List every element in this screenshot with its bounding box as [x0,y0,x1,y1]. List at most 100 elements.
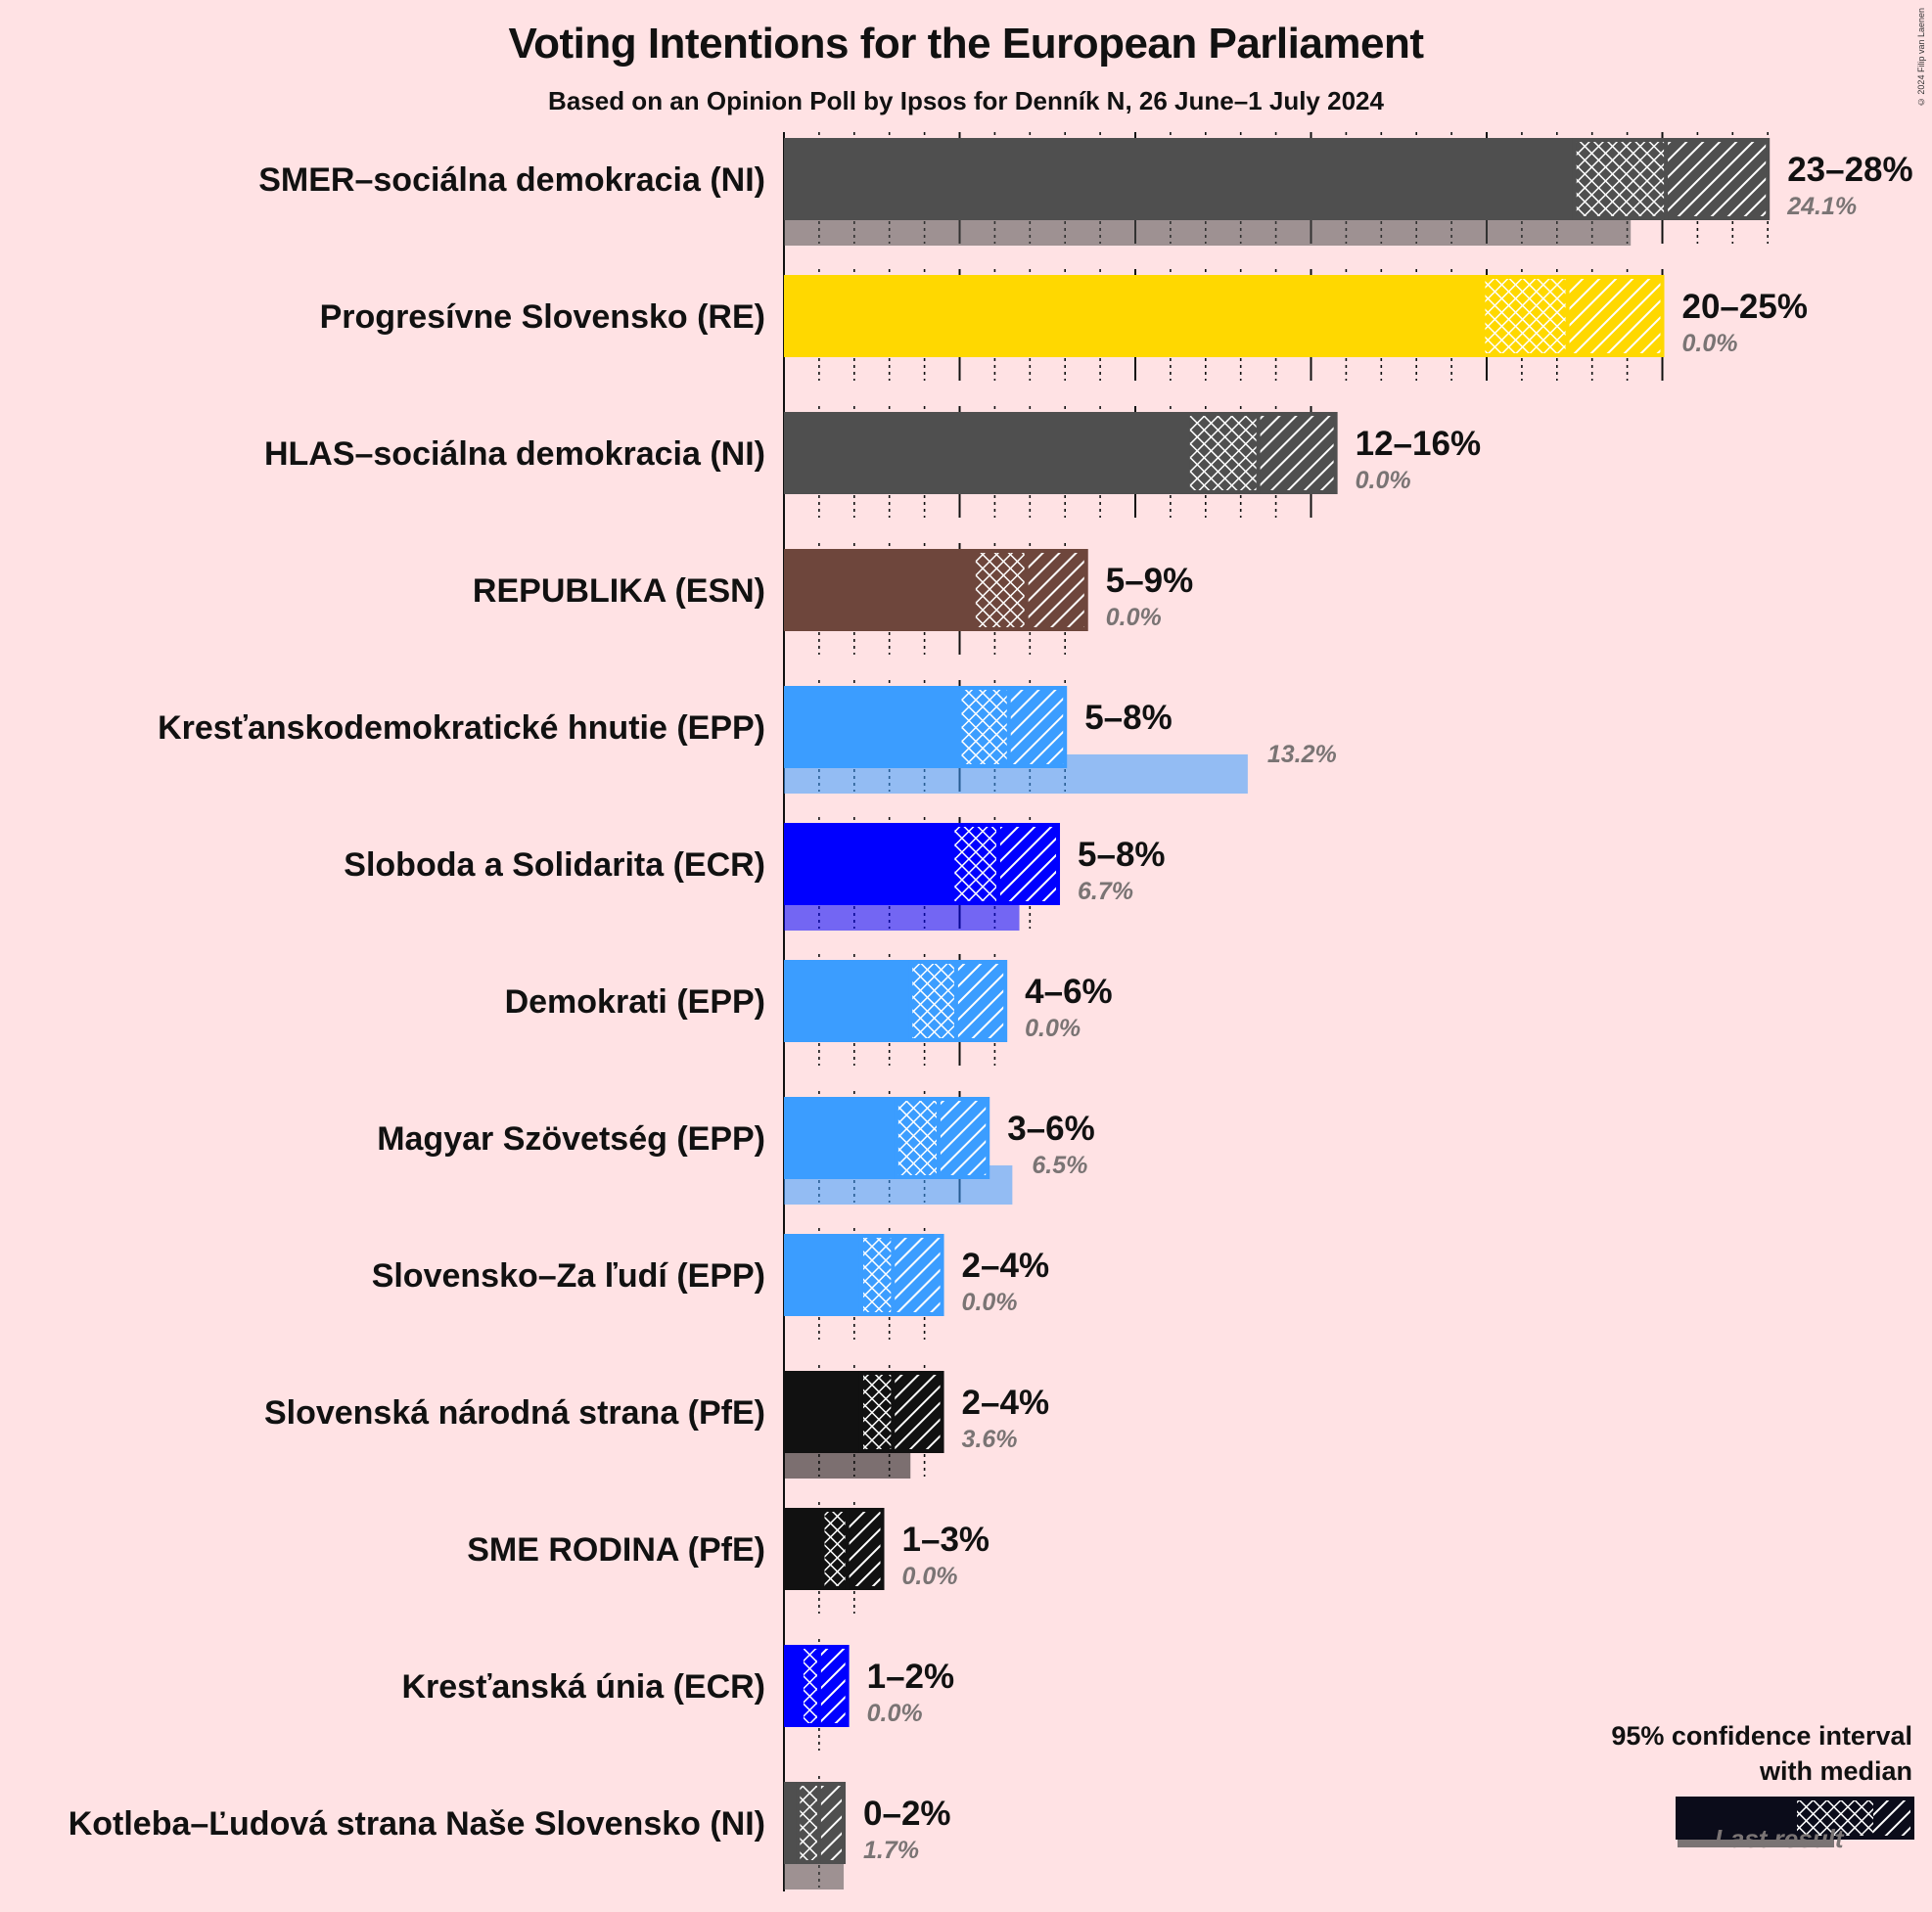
last-result-label: 1.7% [863,1837,919,1864]
party-label: Progresívne Slovensko (RE) [320,298,765,336]
party-label: SMER–sociálna demokracia (NI) [258,161,765,199]
legend-ci-lower-hatch [1795,1797,1873,1840]
last-result-label: 0.0% [1682,330,1738,357]
party-label: SME RODINA (PfE) [467,1531,765,1569]
bar-ci-lower-hatch [798,1782,819,1864]
bar-ci-upper-hatch [1666,138,1769,220]
bar-ci-outline [1185,412,1338,494]
bar-solid [784,686,960,768]
bar-ci-outline [971,549,1088,631]
last-result-label: 0.0% [962,1289,1018,1316]
bar-solid [784,1782,799,1864]
range-label: 23–28% [1787,151,1912,189]
last-result-label: 0.0% [902,1563,958,1590]
bar-solid [784,275,1484,357]
last-result-label: 0.0% [867,1700,923,1727]
bar-ci-outline [950,823,1061,905]
bar-ci-lower-hatch [973,549,1027,631]
bar-ci-lower-hatch [959,686,1009,768]
legend-title-line2: with median [1759,1756,1912,1786]
bar-ci-upper-hatch [1026,549,1086,631]
range-label: 12–16% [1356,425,1481,463]
bar-ci-outline [1481,275,1665,357]
bar-ci-upper-hatch [893,1234,943,1316]
range-label: 1–2% [867,1658,955,1696]
bar-ci-lower-hatch [1483,275,1568,357]
legend-ci-outline [1793,1797,1914,1840]
bar-ci-outline [858,1234,944,1316]
bar-ci-upper-hatch [847,1508,883,1590]
bar-ci-lower-hatch [822,1508,848,1590]
legend-title: 95% confidence interval with median [1611,1718,1912,1789]
bar-ci-lower-hatch [910,960,956,1042]
bar-solid [784,823,953,905]
range-label: 5–8% [1084,699,1173,737]
party-label: Sloboda a Solidarita (ECR) [344,846,765,884]
bar-ci-upper-hatch [1258,412,1336,494]
bar-ci-upper-hatch [818,1645,848,1727]
party-label: Slovensko–Za ľudí (EPP) [372,1257,765,1295]
bar-ci-upper-hatch [997,823,1059,905]
last-result-label: 24.1% [1786,193,1857,220]
party-label: Kotleba–Ľudová strana Naše Slovensko (NI… [69,1805,765,1843]
bar-ci-upper-hatch [893,1371,943,1453]
bar-solid [784,1508,823,1590]
bar-ci-lower-hatch [952,823,998,905]
bar-ci-upper-hatch [955,960,1006,1042]
last-result-label: 0.0% [1106,604,1162,631]
bar-solid [784,1371,861,1453]
bar-ci-lower-hatch [1574,138,1667,220]
bar-ci-outline [858,1371,944,1453]
party-label: Demokrati (EPP) [505,983,765,1021]
bar-ci-outline [957,686,1068,768]
bar-ci-lower-hatch [860,1234,894,1316]
chart-subtitle: Based on an Opinion Poll by Ipsos for De… [548,86,1384,115]
party-label: Kresťanská únia (ECR) [401,1668,765,1706]
range-label: 20–25% [1682,288,1808,326]
last-result-label: 0.0% [1356,467,1411,494]
legend-title-line1: 95% confidence interval [1611,1721,1912,1751]
party-label: HLAS–sociálna demokracia (NI) [264,435,765,473]
range-label: 0–2% [863,1795,951,1833]
range-label: 5–9% [1106,562,1194,600]
last-result-label: 3.6% [962,1426,1018,1453]
bar-ci-lower-hatch [801,1645,819,1727]
party-label: Slovenská národná strana (PfE) [264,1394,765,1432]
range-label: 4–6% [1025,973,1113,1011]
last-result-label: 13.2% [1267,741,1337,768]
legend-last-result-label: Last result [1715,1824,1844,1853]
bar-ci-outline [799,1645,850,1727]
party-label: REPUBLIKA (ESN) [473,572,765,610]
bar-solid [784,1645,802,1727]
bar-solid [784,412,1188,494]
range-label: 2–4% [962,1247,1050,1285]
bar-ci-outline [894,1097,990,1179]
bar-solid [784,1234,861,1316]
bar-ci-outline [1572,138,1771,220]
party-label: Magyar Szövetség (EPP) [377,1120,765,1158]
range-label: 2–4% [962,1384,1050,1422]
last-result-label: 6.7% [1078,878,1133,905]
legend-solid-swatch [1676,1797,1795,1840]
bar-solid [784,549,974,631]
bar-ci-upper-hatch [1008,686,1066,768]
bar-ci-upper-hatch [818,1782,845,1864]
last-result-label: 6.5% [1032,1152,1087,1179]
bar-solid [784,138,1575,220]
bar-ci-lower-hatch [896,1097,939,1179]
chart-title: Voting Intentions for the European Parli… [508,20,1424,68]
bar-ci-outline [820,1508,885,1590]
range-label: 5–8% [1078,836,1166,874]
bar-ci-upper-hatch [1567,275,1663,357]
last-result-label: 0.0% [1025,1015,1081,1042]
bar-solid [784,1097,897,1179]
legend-ci-upper-hatch [1873,1797,1912,1840]
range-label: 3–6% [1007,1110,1095,1148]
range-label: 1–3% [902,1521,990,1559]
bar-ci-lower-hatch [860,1371,894,1453]
bar-ci-lower-hatch [1187,412,1259,494]
bar-solid [784,960,911,1042]
party-label: Kresťanskodemokratické hnutie (EPP) [158,709,765,747]
bar-ci-upper-hatch [938,1097,989,1179]
